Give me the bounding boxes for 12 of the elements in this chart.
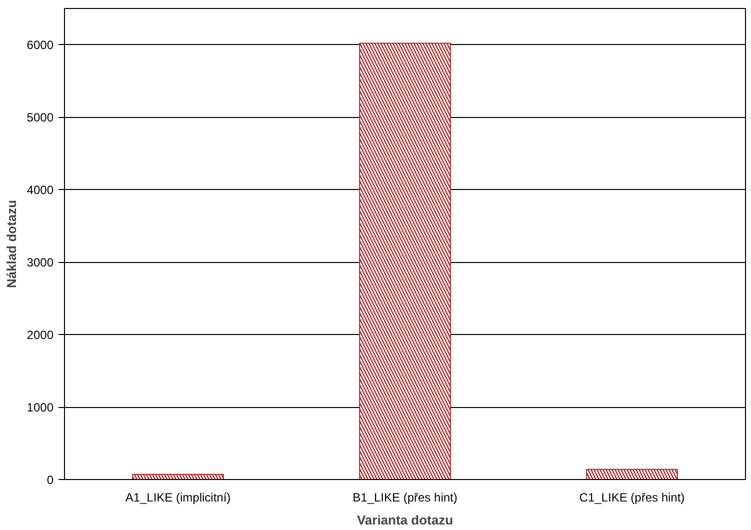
y-tick-label: 3000 bbox=[26, 256, 54, 270]
y-tick-label: 6000 bbox=[26, 38, 54, 52]
y-tick-label: 2000 bbox=[26, 328, 54, 342]
x-tick-label: C1_LIKE (přes hint) bbox=[579, 490, 685, 504]
y-axis-title: Náklad dotazu bbox=[4, 200, 19, 288]
y-tick-label: 1000 bbox=[26, 400, 54, 415]
x-tick-label: B1_LIKE (přes hint) bbox=[352, 490, 458, 504]
x-axis-title: Varianta dotazu bbox=[356, 512, 454, 528]
y-tick-label: 5000 bbox=[26, 110, 54, 125]
x-tick-label: A1_LIKE (implicitní) bbox=[125, 490, 231, 504]
y-tick-label: 0 bbox=[46, 473, 54, 487]
y-tick-label: 4000 bbox=[26, 183, 54, 198]
